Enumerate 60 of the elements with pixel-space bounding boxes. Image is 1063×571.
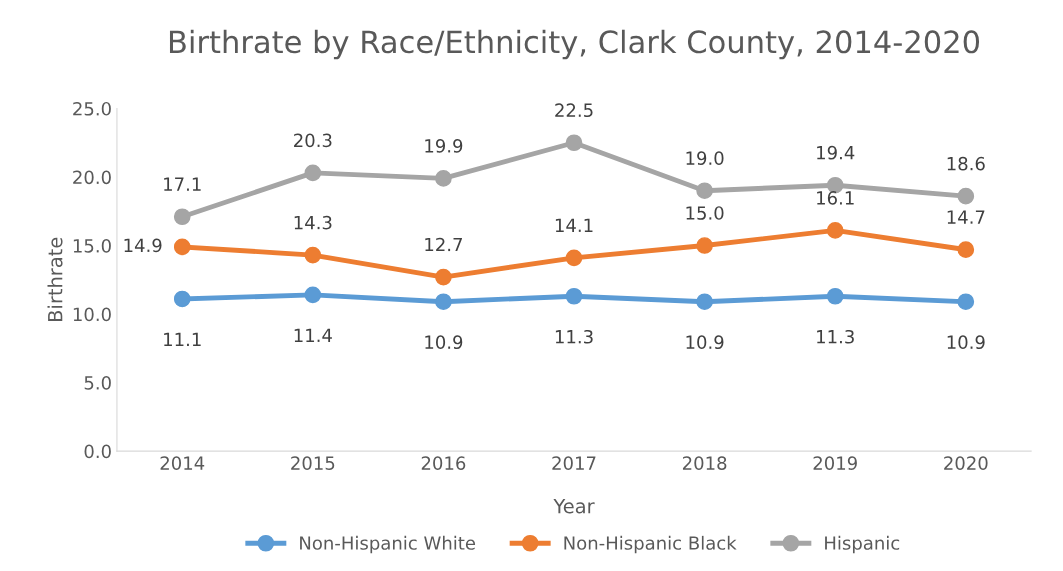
point (957, 293, 975, 311)
y-tick-label: 10.0 (73, 307, 111, 322)
point (435, 293, 452, 311)
data-label: 17.1 (164, 177, 201, 191)
data-label: 11.1 (164, 332, 201, 347)
data-label: 10.9 (686, 335, 724, 350)
point (565, 134, 583, 152)
point (565, 287, 583, 305)
y-tick-label: 5.0 (84, 376, 111, 390)
chart-title: Birthrate by Race/Ethnicity, Clark County, 2014-2020 (169, 29, 980, 60)
data-label: 22.5 (555, 103, 593, 118)
x-tick-label: 2019 (813, 456, 857, 470)
x-tick-label: 2014 (160, 456, 205, 470)
point (826, 222, 844, 239)
point (565, 249, 583, 267)
y-tick-label: 15.0 (73, 238, 111, 253)
data-label: 20.3 (294, 133, 332, 148)
data-label: 18.6 (947, 156, 985, 171)
point (173, 238, 191, 256)
data-label: 15.0 (686, 206, 724, 220)
data-label: 10.9 (425, 335, 463, 350)
x-tick-label: 2016 (421, 456, 466, 470)
point (304, 286, 322, 304)
data-label: 19.9 (425, 139, 463, 153)
point (435, 170, 452, 187)
data-label: 12.7 (425, 237, 462, 252)
point (696, 293, 713, 311)
data-label: 19.0 (686, 151, 724, 165)
data-label: 10.9 (947, 335, 985, 350)
data-label: 14.1 (555, 218, 593, 232)
x-tick-label: 2017 (552, 456, 596, 470)
data-label: 11.4 (294, 328, 332, 342)
legend-label: Non-Hispanic Black (564, 535, 737, 554)
point (957, 241, 975, 258)
data-label: 11.3 (555, 329, 593, 344)
point (957, 187, 975, 205)
point (304, 164, 322, 182)
legend-label: Non-Hispanic White (300, 535, 476, 554)
y-tick-label: 20.0 (73, 170, 111, 185)
point (435, 268, 452, 286)
y-tick-label: 0.0 (84, 444, 111, 459)
legend-label: Hispanic (825, 535, 900, 554)
data-label: 11.3 (817, 329, 854, 344)
point (826, 287, 844, 305)
point (696, 237, 713, 254)
y-tick-label: 25.0 (73, 101, 111, 116)
data-label: 14.9 (124, 238, 162, 253)
data-label: 19.4 (817, 145, 855, 160)
x-axis-title: Year (553, 499, 595, 514)
point (696, 182, 713, 200)
y-axis-title: Birthrate (47, 237, 63, 321)
x-tick-label: 2015 (291, 456, 335, 470)
x-tick-label: 2020 (944, 456, 988, 470)
point (173, 208, 191, 226)
point (304, 246, 322, 264)
data-label: 16.1 (817, 191, 854, 205)
data-label: 14.7 (947, 210, 985, 224)
x-tick-label: 2018 (682, 456, 727, 470)
point (173, 290, 191, 308)
data-label: 14.3 (294, 215, 332, 230)
